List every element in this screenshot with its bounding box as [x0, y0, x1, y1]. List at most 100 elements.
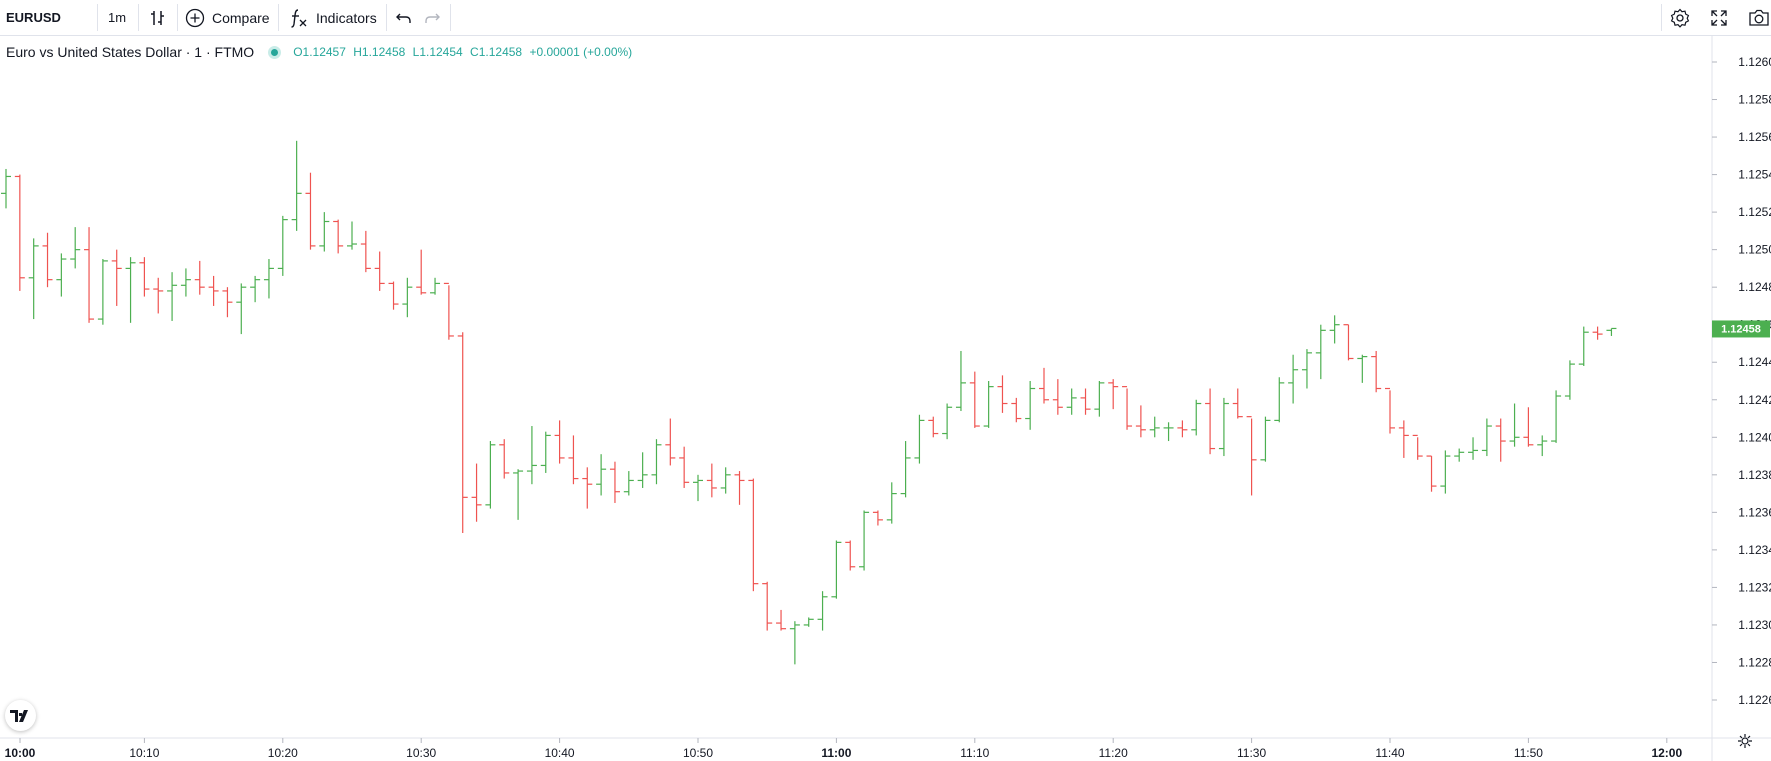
- ohlc-bar: [554, 420, 565, 464]
- time-tick-label: 10:00: [5, 746, 36, 760]
- tradingview-logo-icon[interactable]: [5, 700, 36, 731]
- ohlc-bar: [1288, 354, 1299, 404]
- compare-button[interactable]: Compare: [185, 0, 270, 35]
- low-value: L1.12454: [412, 45, 463, 59]
- camera-icon: [1748, 8, 1770, 28]
- time-tick-label: 11:00: [821, 746, 851, 760]
- ohlc-bar: [526, 426, 537, 485]
- time-tick-label: 11:20: [1099, 746, 1128, 760]
- symbol-search-button[interactable]: EURUSD: [6, 0, 61, 35]
- ohlc-bar: [84, 227, 95, 323]
- ohlc-bar: [900, 441, 911, 498]
- symbol-label: EURUSD: [6, 10, 61, 25]
- ohlc-bar: [983, 381, 994, 428]
- gear-icon[interactable]: [1738, 734, 1752, 748]
- ohlc-bar: [360, 230, 371, 273]
- chart-legend: Euro vs United States Dollar · 1 · FTMO …: [6, 44, 636, 60]
- price-tick-label: 1.12300: [1738, 618, 1771, 632]
- ohlc-bar: [1246, 416, 1257, 496]
- time-tick-label: 11:50: [1514, 746, 1543, 760]
- indicators-button[interactable]: Indicators: [289, 0, 377, 35]
- ohlc-bar: [222, 287, 233, 318]
- settings-icon: [1669, 7, 1691, 29]
- ohlc-bar: [845, 540, 856, 571]
- indicators-label: Indicators: [316, 9, 377, 26]
- ohlc-bar: [1454, 448, 1465, 462]
- ohlc-bar: [402, 277, 413, 318]
- price-tick-label: 1.12580: [1738, 93, 1771, 107]
- ohlc-bar: [167, 272, 178, 321]
- ohlc-bar: [457, 332, 468, 533]
- time-tick-label: 10:10: [129, 746, 159, 760]
- ohlc-bar: [1426, 455, 1437, 492]
- ohlc-bar: [1163, 422, 1174, 442]
- toolbar-divider: [278, 4, 279, 31]
- price-tick-label: 1.12520: [1738, 205, 1771, 219]
- toolbar-divider: [1661, 4, 1662, 31]
- market-status-icon[interactable]: [268, 45, 282, 59]
- ohlc-bar: [1385, 387, 1395, 434]
- time-tick-label: 11:30: [1237, 746, 1266, 760]
- ohlc-bar: [679, 446, 690, 488]
- ohlc-bar: [942, 403, 953, 440]
- ohlc-bar: [1260, 416, 1271, 462]
- ohlc-bar: [734, 471, 745, 505]
- price-chart[interactable]: 1.12600 1.12580 1.12560 1.12540 1.12520 1.125…: [0, 36, 1771, 761]
- ohlc-bar: [1108, 379, 1119, 410]
- undo-button[interactable]: [394, 0, 414, 35]
- fullscreen-icon: [1709, 8, 1729, 28]
- ohlc-bar: [499, 439, 510, 479]
- close-value: C1.12458: [470, 45, 523, 59]
- ohlc-bar: [651, 439, 662, 485]
- ohlc-bar: [42, 232, 53, 288]
- ohlc-bar: [111, 249, 122, 306]
- bar-style-button[interactable]: [146, 0, 170, 35]
- ohlc-bar: [1412, 434, 1423, 460]
- ohlc-bar: [831, 540, 842, 599]
- ohlc-bar: [1329, 315, 1340, 344]
- ohlc-bar: [291, 140, 302, 231]
- snapshot-button[interactable]: [1747, 0, 1771, 35]
- ohlc-bar: [333, 219, 344, 254]
- interval-button[interactable]: 1m: [108, 0, 126, 35]
- last-price-label-bg: [1712, 320, 1770, 338]
- time-tick-label: 10:50: [683, 746, 713, 760]
- ohlc-bar: [1177, 420, 1188, 438]
- ohlc-bar: [1122, 386, 1133, 430]
- ohlc-bar: [319, 212, 330, 252]
- undo-icon: [395, 9, 413, 27]
- bar-style-icon: [148, 8, 168, 28]
- ohlc-bar: [1606, 327, 1617, 336]
- ohlc-bar: [139, 257, 150, 297]
- settings-button[interactable]: [1668, 0, 1692, 35]
- fullscreen-button[interactable]: [1707, 0, 1731, 35]
- price-tick-label: 1.12320: [1738, 580, 1771, 594]
- ohlc-bar: [1011, 397, 1022, 423]
- toolbar-divider: [138, 4, 139, 31]
- ohlc-bar: [1440, 450, 1451, 494]
- last-price-label: 1.12458: [1712, 320, 1770, 338]
- open-value: O1.12457: [293, 45, 346, 59]
- time-tick-label: 10:40: [545, 746, 575, 760]
- ohlc-bar: [969, 371, 980, 428]
- ohlc-bar: [250, 275, 261, 303]
- ohlc-bar: [1523, 407, 1534, 447]
- price-axis[interactable]: 1.12600 1.12580 1.12560 1.12540 1.12520 1.125…: [1711, 36, 1771, 761]
- price-tick-label: 1.12600: [1738, 55, 1771, 69]
- price-tick-label: 1.12400: [1738, 430, 1771, 444]
- ohlc-bar: [180, 268, 191, 297]
- ohlc-bar: [928, 416, 939, 438]
- time-tick-label: 12:00: [1651, 746, 1682, 760]
- ohlc-bar: [693, 474, 703, 502]
- ohlc-bar: [1357, 354, 1368, 383]
- ohlc-bar: [1052, 379, 1063, 415]
- ohlc-bar: [568, 435, 579, 485]
- symbol-description[interactable]: Euro vs United States Dollar · 1 · FTMO: [6, 44, 255, 60]
- redo-button[interactable]: [422, 0, 442, 35]
- top-toolbar: EURUSD 1m Compare Indicators: [0, 0, 1771, 36]
- interval-label: 1m: [108, 10, 127, 25]
- ohlc-bar: [1301, 349, 1312, 389]
- ohlc-bar: [886, 482, 897, 524]
- ohlc-series: [1, 140, 1617, 665]
- time-axis[interactable]: 10:00 10:10 10:20 10:30 10:40 10:50 11:00 11:10…: [0, 737, 1771, 760]
